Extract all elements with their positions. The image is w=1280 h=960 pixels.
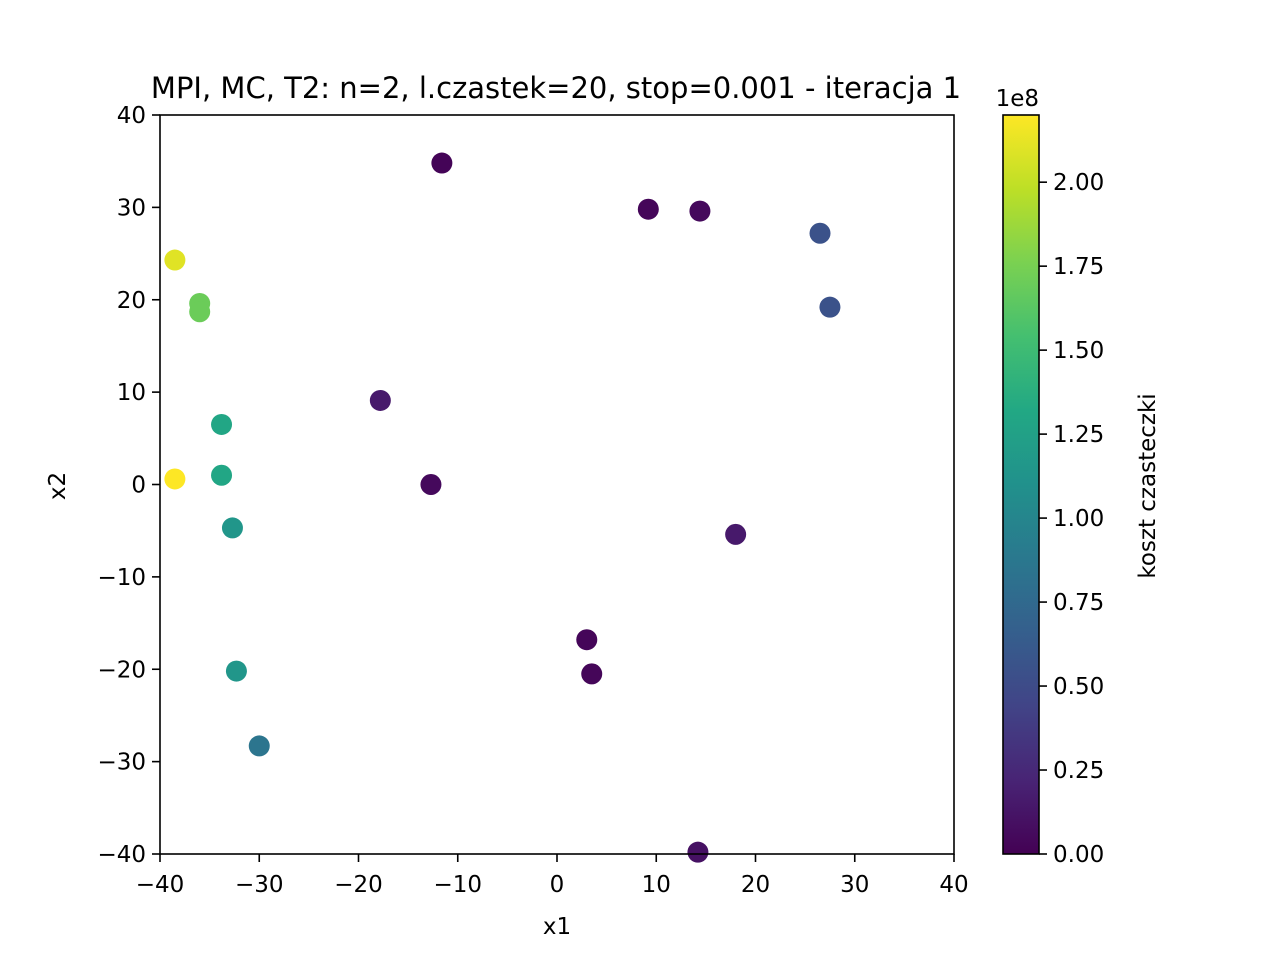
- plot-frame: [159, 114, 955, 855]
- x-axis-label: x1: [543, 914, 571, 940]
- data-point-5: [819, 296, 841, 318]
- colorbar-tick-label: 1.50: [1053, 338, 1104, 364]
- plot-area: [164, 152, 841, 863]
- data-point-19: [248, 735, 270, 757]
- y-axis: −40 −30 −20 −10 0 10 20 30 40: [97, 103, 160, 868]
- x-tick-label: −10: [433, 872, 482, 898]
- y-tick-label: 10: [117, 380, 146, 406]
- colorbar-tick-label: 1.75: [1053, 254, 1104, 280]
- data-point-9: [369, 389, 391, 411]
- x-tick-label: −30: [235, 872, 284, 898]
- colorbar-tick-label: 1.25: [1053, 422, 1104, 448]
- y-tick-label: −20: [97, 657, 146, 683]
- data-point-17: [581, 663, 603, 685]
- data-point-14: [725, 523, 747, 545]
- data-point-16: [576, 629, 598, 651]
- x-tick-label: −40: [136, 872, 185, 898]
- x-tick-label: 10: [642, 872, 671, 898]
- y-tick-label: −10: [97, 565, 146, 591]
- y-axis-label: x2: [45, 472, 71, 500]
- data-point-6: [164, 249, 186, 271]
- data-point-1: [431, 152, 453, 174]
- data-point-8: [189, 301, 211, 323]
- colorbar-tick-label: 1.00: [1053, 506, 1104, 532]
- x-axis: −40 −30 −20 −10 0 10 20 30 40: [136, 854, 969, 898]
- x-tick-label: 0: [550, 872, 565, 898]
- data-point-15: [221, 517, 243, 539]
- x-tick-label: −20: [334, 872, 383, 898]
- colorbar-tick-label: 0.50: [1053, 674, 1104, 700]
- data-point-12: [211, 464, 233, 486]
- y-tick-label: 0: [131, 473, 146, 499]
- colorbar-axis: 0.00 0.25 0.50 0.75 1.00 1.25 1.50 1.75 2.00: [1039, 170, 1104, 868]
- colorbar-offset-text: 1e8: [996, 86, 1039, 112]
- y-tick-label: −30: [97, 750, 146, 776]
- colorbar-tick-label: 0.00: [1053, 842, 1104, 868]
- data-point-10: [211, 413, 233, 435]
- data-point-18: [225, 660, 247, 682]
- colorbar-gradient: [1003, 115, 1039, 854]
- y-tick-label: −40: [97, 842, 146, 868]
- y-tick-label: 30: [117, 195, 146, 221]
- data-point-11: [164, 468, 186, 490]
- data-point-4: [809, 222, 831, 244]
- chart-title: MPI, MC, T2: n=2, l.czastek=20, stop=0.0…: [151, 71, 961, 105]
- x-tick-label: 30: [840, 872, 869, 898]
- data-point-13: [420, 474, 442, 495]
- colorbar-tick-label: 0.25: [1053, 758, 1104, 784]
- x-tick-label: 40: [939, 872, 968, 898]
- colorbar-label: koszt czasteczki: [1135, 393, 1161, 578]
- y-tick-label: 40: [117, 103, 146, 129]
- colorbar-tick-label: 0.75: [1053, 590, 1104, 616]
- y-tick-label: 20: [117, 288, 146, 314]
- x-tick-label: 20: [741, 872, 770, 898]
- data-point-2: [637, 198, 659, 220]
- data-point-3: [689, 200, 711, 222]
- data-point-20: [687, 841, 709, 863]
- colorbar-frame: [1002, 114, 1040, 855]
- colorbar-tick-label: 2.00: [1053, 170, 1104, 196]
